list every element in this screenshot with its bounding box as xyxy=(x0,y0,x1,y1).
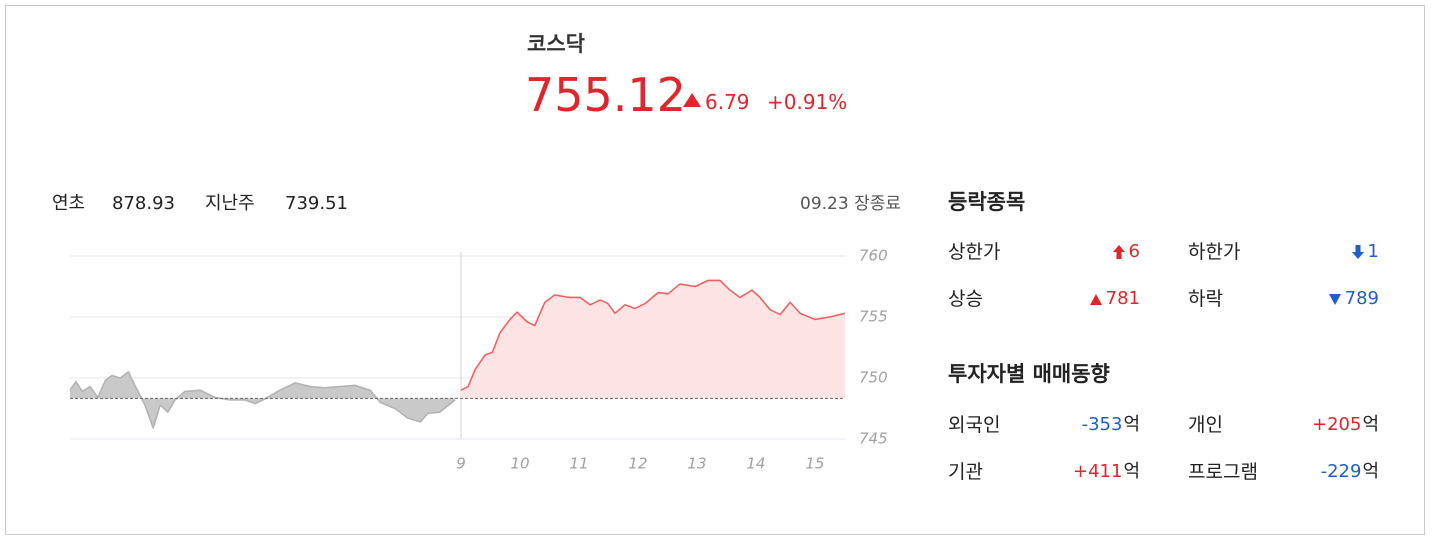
investor-unit: 억 xyxy=(1362,414,1379,435)
breadth-value-box: 6 xyxy=(1112,241,1140,262)
breadth-value: 781 xyxy=(1105,288,1140,309)
breadth-label: 상승 xyxy=(948,288,983,310)
section-title: 투자자별 매매동향 xyxy=(948,362,1110,386)
upper-limit-icon xyxy=(1112,245,1125,259)
breadth-label: 하한가 xyxy=(1188,241,1241,263)
index-change: 6.79 xyxy=(705,90,750,114)
x-tick-label: 10 xyxy=(510,455,529,473)
x-tick-label: 9 xyxy=(456,455,466,473)
ytd-label: 연초 xyxy=(52,193,86,214)
week-value: 739.51 xyxy=(285,193,348,214)
y-tick-label: 760 xyxy=(859,247,888,265)
area xyxy=(461,280,845,399)
breadth-value: 6 xyxy=(1128,241,1140,262)
index-price: 755.12 xyxy=(525,68,686,122)
up-triangle-icon xyxy=(683,93,701,107)
investor-unit: 억 xyxy=(1123,461,1140,482)
investor-value-box: +411 억 xyxy=(1073,463,1140,481)
card-frame xyxy=(5,5,1425,535)
investor-value-box: -229 억 xyxy=(1321,463,1379,481)
ytd-value: 878.93 xyxy=(112,193,175,214)
section-title: 등락종목 xyxy=(948,190,1026,214)
investor-unit: 억 xyxy=(1123,414,1140,435)
investor-label: 프로그램 xyxy=(1188,461,1258,483)
x-tick-label: 14 xyxy=(746,455,765,473)
breadth-value-box: 789 xyxy=(1328,288,1379,309)
line xyxy=(460,279,846,391)
investor-value: -229 xyxy=(1320,461,1362,482)
y-tick-label: 755 xyxy=(859,308,888,326)
investor-label: 기관 xyxy=(948,461,983,483)
breadth-label: 하락 xyxy=(1188,288,1223,310)
x-tick-label: 11 xyxy=(569,455,588,473)
investor-unit: 억 xyxy=(1362,461,1379,482)
breadth-value: 1 xyxy=(1367,241,1379,262)
x-tick-label: 12 xyxy=(628,455,647,473)
market-status: 09.23 장종료 xyxy=(800,194,901,214)
x-tick-label: 13 xyxy=(687,455,706,473)
fall-icon xyxy=(1328,293,1341,305)
breadth-value-box: 1 xyxy=(1351,241,1379,262)
investor-label: 개인 xyxy=(1188,414,1223,436)
investor-value-box: +205 억 xyxy=(1312,416,1379,434)
week-label: 지난주 xyxy=(205,193,255,214)
y-tick-label: 745 xyxy=(859,430,888,448)
breadth-value: 789 xyxy=(1344,288,1379,309)
index-change-rate: +0.91% xyxy=(767,90,848,114)
breadth-value-box: 781 xyxy=(1089,288,1140,309)
investor-value: +205 xyxy=(1311,414,1362,435)
investor-label: 외국인 xyxy=(948,414,1001,436)
investor-value-box: -353 억 xyxy=(1082,416,1140,434)
investor-value: -353 xyxy=(1081,414,1123,435)
breadth-label: 상한가 xyxy=(948,241,1001,263)
lower-limit-icon xyxy=(1351,245,1364,259)
investor-value: +411 xyxy=(1072,461,1123,482)
index-name: 코스닥 xyxy=(527,32,585,56)
x-tick-label: 15 xyxy=(805,455,824,473)
rise-icon xyxy=(1089,293,1102,305)
y-tick-label: 750 xyxy=(859,369,888,387)
